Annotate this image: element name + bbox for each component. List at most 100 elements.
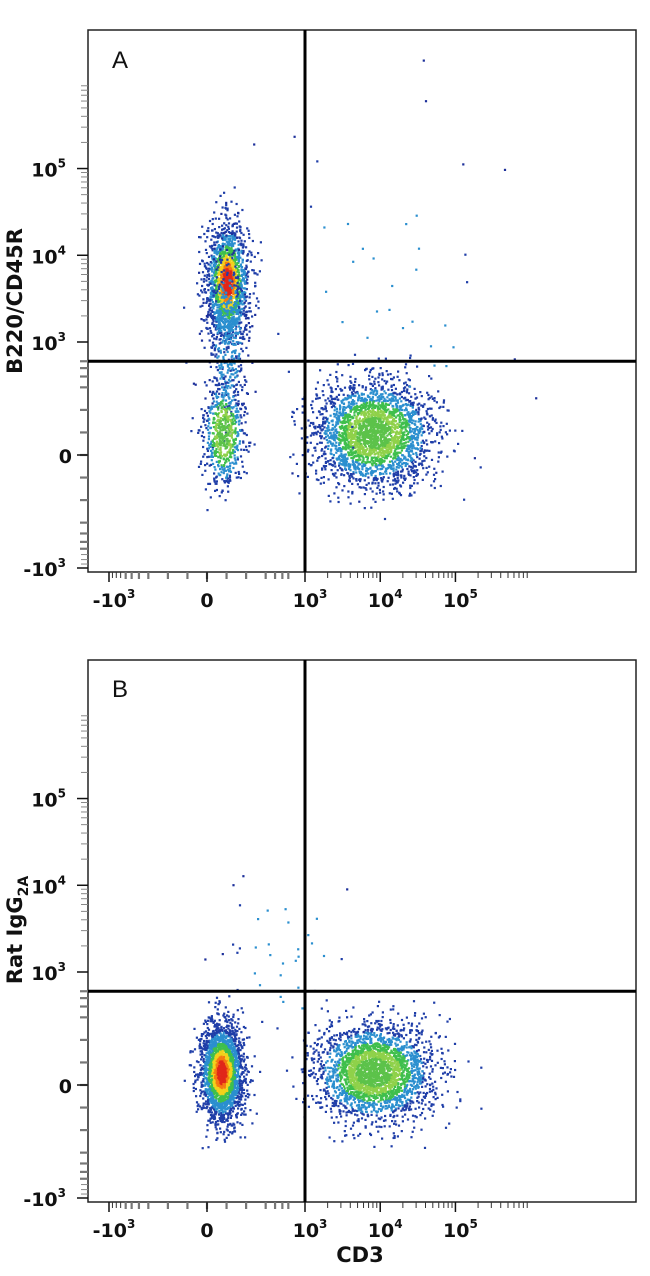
data-point — [417, 443, 420, 446]
data-point — [223, 294, 226, 297]
data-point — [228, 243, 231, 246]
data-point — [217, 418, 220, 421]
data-point — [223, 260, 226, 263]
data-point — [381, 374, 384, 377]
data-point — [221, 341, 224, 344]
data-point — [235, 278, 238, 282]
data-point — [397, 479, 400, 482]
data-point — [229, 464, 232, 468]
data-point — [245, 448, 248, 452]
data-point — [224, 309, 227, 312]
data-point — [240, 286, 243, 289]
data-point — [429, 426, 433, 429]
data-point — [257, 307, 260, 310]
data-point — [350, 403, 353, 406]
data-point — [217, 460, 220, 463]
data-point — [421, 424, 424, 428]
data-point — [232, 280, 235, 283]
data-point — [226, 311, 229, 314]
data-point — [366, 447, 369, 450]
data-point — [379, 367, 382, 370]
data-point — [218, 329, 221, 333]
data-point — [207, 278, 211, 281]
data-point — [219, 245, 222, 248]
data-point — [316, 459, 319, 462]
data-point — [213, 311, 216, 314]
data-point — [236, 236, 239, 239]
data-point — [244, 421, 247, 424]
data-point — [393, 440, 396, 443]
data-point — [352, 386, 355, 389]
data-point — [369, 424, 372, 427]
data-point — [366, 418, 369, 421]
data-point — [356, 461, 359, 464]
data-point — [361, 451, 364, 454]
data-point — [208, 410, 211, 413]
data-point — [247, 270, 250, 273]
data-point — [332, 405, 336, 408]
data-point — [235, 267, 238, 270]
data-point — [354, 380, 357, 383]
data-point — [224, 444, 227, 447]
data-point — [231, 452, 234, 455]
data-point — [218, 392, 221, 395]
data-point — [222, 285, 225, 288]
data-point — [217, 244, 220, 247]
data-point — [208, 482, 212, 485]
data-point — [233, 282, 236, 285]
data-point — [230, 327, 233, 330]
data-point — [208, 273, 211, 276]
data-point — [225, 293, 228, 296]
data-point — [334, 436, 337, 439]
data-point — [232, 440, 236, 444]
data-point — [210, 246, 213, 249]
data-point — [217, 250, 220, 253]
data-point — [328, 421, 331, 425]
data-point — [330, 387, 333, 390]
data-point — [426, 421, 429, 424]
data-point — [380, 404, 383, 407]
data-point — [221, 367, 224, 371]
data-point — [225, 201, 228, 204]
data-point — [349, 451, 352, 454]
data-point — [415, 447, 419, 450]
data-point — [204, 240, 207, 243]
data-point — [372, 413, 375, 416]
data-point — [323, 466, 326, 469]
data-point — [337, 457, 340, 460]
data-point — [401, 454, 405, 457]
data-point — [295, 462, 298, 465]
data-point — [378, 420, 381, 423]
data-point — [228, 474, 231, 477]
data-point — [236, 320, 239, 323]
data-point — [220, 304, 223, 308]
data-point — [395, 416, 398, 419]
data-point — [230, 301, 233, 304]
data-point — [312, 461, 315, 464]
data-point — [211, 249, 214, 252]
data-point — [351, 427, 354, 430]
data-point — [228, 293, 231, 296]
data-point — [212, 265, 215, 268]
data-point — [218, 448, 221, 451]
data-point — [229, 319, 232, 322]
data-point — [248, 330, 251, 333]
data-point — [379, 460, 382, 463]
data-point — [370, 407, 374, 410]
data-point — [241, 386, 244, 389]
data-point — [373, 416, 376, 419]
data-point — [215, 482, 218, 485]
data-point — [366, 468, 369, 471]
data-point — [357, 398, 360, 401]
data-point — [214, 268, 217, 271]
data-point — [376, 417, 379, 420]
data-point — [210, 298, 214, 302]
data-point — [228, 367, 231, 370]
data-point — [341, 420, 344, 423]
data-point — [225, 439, 228, 442]
data-point — [350, 391, 354, 394]
data-point — [371, 375, 374, 378]
data-point — [234, 398, 237, 402]
data-point — [419, 391, 422, 394]
data-point — [375, 442, 378, 445]
